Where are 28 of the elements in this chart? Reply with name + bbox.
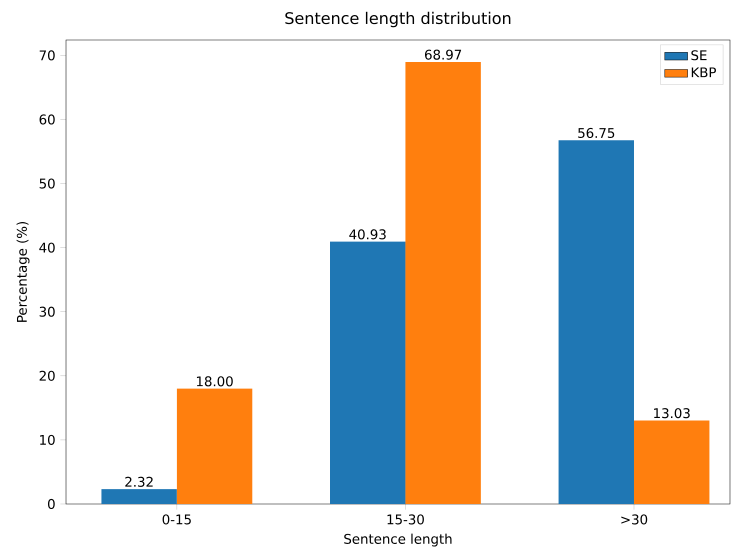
legend-label: KBP — [692, 67, 716, 78]
x-tick-label: >30 — [621, 514, 648, 524]
y-tick-label: 10 — [40, 434, 55, 445]
legend-label: SE — [691, 50, 707, 60]
x-tick-label: 15-30 — [388, 514, 424, 524]
y-tick-label: 70 — [40, 50, 55, 60]
y-axis-title: Percentage (%) — [16, 222, 30, 322]
data-label: 18.00 — [196, 376, 233, 386]
y-tick-label: 40 — [39, 242, 55, 253]
y-tick-label: 30 — [40, 306, 55, 317]
bar — [634, 420, 710, 504]
bar — [558, 140, 634, 504]
x-tick-label: 0-15 — [162, 514, 191, 524]
x-axis-title: Sentence length — [344, 534, 452, 547]
data-label: 68.97 — [425, 50, 462, 60]
y-tick-label: 50 — [40, 178, 55, 189]
y-tick-label: 0 — [48, 498, 55, 510]
y-tick-label: 60 — [40, 114, 55, 124]
data-label: 56.75 — [578, 128, 614, 138]
data-label: 40.93 — [349, 229, 386, 240]
data-label: 13.03 — [654, 408, 690, 418]
bar — [176, 388, 252, 504]
y-tick-label: 20 — [40, 370, 55, 381]
data-label: 2.32 — [125, 476, 153, 487]
chart-title: Sentence length distribution — [285, 12, 510, 28]
bar — [330, 242, 406, 504]
bar — [405, 62, 481, 504]
bar — [101, 489, 177, 504]
